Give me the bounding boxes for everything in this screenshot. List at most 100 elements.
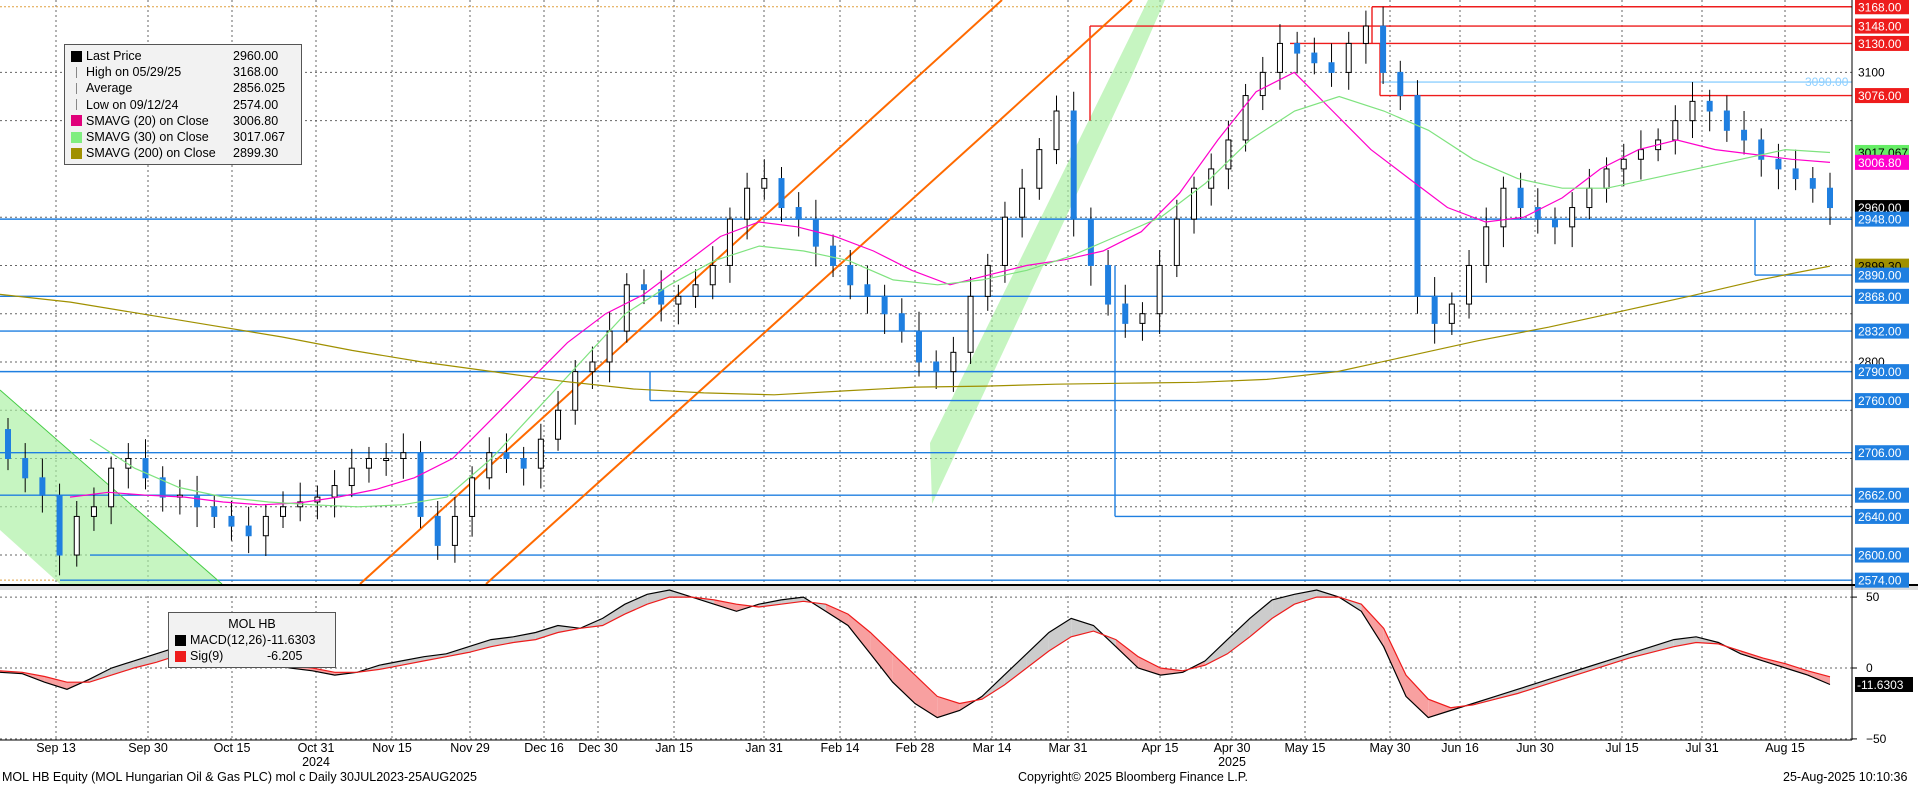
candle-up bbox=[761, 178, 768, 189]
candle-up bbox=[1603, 168, 1610, 189]
candle-up bbox=[1139, 313, 1146, 324]
macd-fill bbox=[557, 625, 581, 633]
macd-fill bbox=[736, 604, 759, 612]
legend-value: 2574.00 bbox=[233, 97, 279, 112]
price-callout-box bbox=[1855, 364, 1909, 380]
candle-up bbox=[1637, 149, 1644, 160]
footer-timestamp: 25-Aug-2025 10:10:36 bbox=[1783, 770, 1908, 784]
macd-fill bbox=[468, 639, 491, 653]
candle-down bbox=[1706, 100, 1713, 112]
macd-tick-label: −50 bbox=[1866, 732, 1887, 746]
price-callout-label: 3076.00 bbox=[1858, 89, 1902, 103]
legend-value: 3168.00 bbox=[233, 65, 279, 80]
macd-fill bbox=[1428, 699, 1451, 718]
macd-fill bbox=[312, 668, 335, 676]
candle-down bbox=[1758, 139, 1765, 160]
macd-fill bbox=[848, 614, 871, 654]
candle-up bbox=[1586, 187, 1593, 209]
x-tick-label: Jul 15 bbox=[1605, 741, 1638, 755]
x-tick-label: Nov 29 bbox=[450, 741, 490, 755]
box-swatch bbox=[71, 115, 82, 127]
macd-fill bbox=[1115, 639, 1139, 668]
macd-fill bbox=[111, 660, 134, 676]
macd-fill bbox=[89, 668, 112, 683]
candle-down bbox=[39, 477, 46, 496]
candle-up bbox=[348, 467, 355, 487]
panel-divider bbox=[0, 584, 1918, 590]
price-callout-label: 2574.00 bbox=[1858, 574, 1902, 588]
candle-down bbox=[1809, 178, 1816, 189]
macd-value: -11.6303 bbox=[267, 633, 316, 647]
price-callout-label: 2662.00 bbox=[1858, 489, 1902, 503]
candle-down bbox=[1723, 110, 1730, 131]
x-tick-label: Sep 30 bbox=[128, 741, 168, 755]
price-callout-box bbox=[1855, 508, 1909, 524]
candle-up bbox=[365, 458, 372, 469]
signal-value: -6.205 bbox=[267, 649, 303, 663]
legend-name: SMAVG (20) on Close bbox=[86, 113, 209, 128]
candle-down bbox=[194, 494, 201, 508]
macd-fill bbox=[1539, 675, 1563, 687]
candle-down bbox=[1070, 110, 1077, 220]
candle-up bbox=[1259, 71, 1266, 97]
macd-fill bbox=[1138, 656, 1161, 676]
macd-line bbox=[0, 589, 1831, 719]
candle-up bbox=[1500, 187, 1507, 228]
candle-down bbox=[228, 515, 235, 527]
x-tick-label: May 15 bbox=[1285, 741, 1326, 755]
price-callout-label: 2868.00 bbox=[1858, 290, 1902, 304]
candle-down bbox=[211, 506, 218, 517]
legend-value: 3006.80 bbox=[233, 113, 279, 128]
year-label: 2025 bbox=[1218, 755, 1246, 769]
candle-down bbox=[881, 295, 888, 315]
price-callout-box bbox=[1855, 487, 1909, 503]
x-tick-label: Jun 30 bbox=[1516, 741, 1554, 755]
macd-fill bbox=[1383, 628, 1406, 697]
moving-averages bbox=[0, 71, 1831, 508]
price-callout-box bbox=[1855, 572, 1909, 588]
candle-up bbox=[1689, 100, 1696, 122]
macd-fill bbox=[1361, 604, 1384, 647]
macd-fill bbox=[1740, 650, 1764, 661]
legend-row: Average 2856.025 bbox=[71, 80, 295, 96]
macd-fill bbox=[1584, 660, 1607, 673]
candlesticks bbox=[5, 6, 1833, 576]
candle-up bbox=[469, 477, 476, 517]
sma30-line bbox=[89, 95, 1831, 508]
candle-up bbox=[400, 452, 407, 460]
candle-down bbox=[847, 264, 854, 286]
footer-security-info: MOL HB Equity (MOL Hungarian Oil & Gas P… bbox=[2, 770, 477, 784]
sma20-line bbox=[69, 71, 1831, 506]
price-callout-box bbox=[1855, 445, 1909, 461]
candle-down bbox=[1328, 62, 1335, 73]
price-callout-box bbox=[1855, 323, 1909, 339]
candle-up bbox=[1225, 139, 1232, 170]
candle-up bbox=[950, 351, 957, 373]
price-callouts: 3168.00 3148.00 3130.00 3100 3090.00 3076.00 3… bbox=[1805, 0, 1913, 692]
faint-level-label: 3090.00 bbox=[1805, 75, 1849, 89]
candle-up bbox=[1569, 207, 1576, 228]
price-callout-box bbox=[1855, 267, 1909, 283]
candle-down bbox=[1105, 264, 1112, 305]
candle-down bbox=[1414, 95, 1421, 297]
candle-down bbox=[1792, 168, 1799, 180]
macd-fill bbox=[1517, 682, 1540, 694]
candle-up bbox=[1448, 303, 1455, 324]
channel-fill bbox=[930, 0, 1165, 504]
candle-down bbox=[56, 494, 63, 556]
x-tick-label: Jun 16 bbox=[1441, 741, 1479, 755]
macd-callout-label: -11.6303 bbox=[1857, 678, 1904, 692]
macd-name: MACD(12,26) bbox=[190, 633, 267, 647]
candle-up bbox=[1345, 42, 1352, 73]
signal-name: Sig(9) bbox=[190, 649, 224, 663]
candle-down bbox=[434, 515, 441, 546]
price-callout-box bbox=[1855, 0, 1909, 15]
macd-fill bbox=[535, 625, 558, 640]
candle-up bbox=[1156, 264, 1163, 315]
candle-down bbox=[1741, 129, 1748, 141]
candle-up bbox=[125, 458, 132, 469]
year-label: 2024 bbox=[302, 755, 330, 769]
x-tick-label: Jan 31 bbox=[745, 741, 783, 755]
price-callout-label: 3130.00 bbox=[1858, 37, 1902, 51]
candle-up bbox=[1242, 95, 1249, 141]
